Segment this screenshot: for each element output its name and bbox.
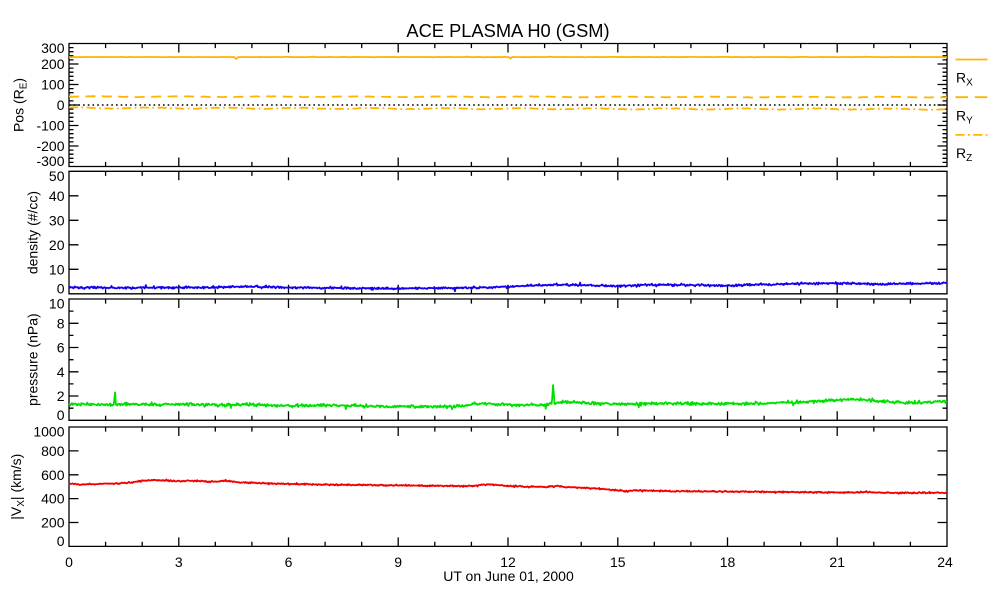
svg-text:50: 50	[49, 168, 65, 184]
svg-text:9: 9	[394, 554, 402, 570]
svg-text:-100: -100	[36, 118, 64, 134]
svg-text:200: 200	[41, 56, 65, 72]
svg-text:21: 21	[829, 554, 845, 570]
svg-text:1000: 1000	[33, 424, 64, 440]
svg-text:4: 4	[57, 364, 65, 380]
svg-text:10: 10	[49, 261, 65, 277]
svg-text:400: 400	[41, 491, 65, 507]
svg-text:30: 30	[49, 212, 65, 228]
svg-text:UT on June 01, 2000: UT on June 01, 2000	[443, 568, 574, 584]
svg-text:40: 40	[49, 188, 65, 204]
svg-text:Pos (RE): Pos (RE)	[11, 78, 30, 132]
svg-text:ACE PLASMA H0 (GSM): ACE PLASMA H0 (GSM)	[406, 20, 609, 41]
svg-text:200: 200	[41, 515, 65, 531]
svg-text:0: 0	[57, 533, 65, 549]
svg-text:100: 100	[41, 77, 65, 93]
svg-text:6: 6	[57, 340, 65, 356]
svg-text:300: 300	[41, 40, 65, 56]
svg-text:20: 20	[49, 237, 65, 253]
svg-text:0: 0	[57, 407, 65, 423]
svg-text:18: 18	[720, 554, 736, 570]
svg-text:6: 6	[285, 554, 293, 570]
svg-text:10: 10	[49, 296, 65, 312]
svg-text:-200: -200	[36, 138, 64, 154]
svg-text:0: 0	[57, 280, 65, 296]
svg-text:-300: -300	[36, 153, 64, 169]
svg-text:0: 0	[65, 554, 73, 570]
svg-text:3: 3	[175, 554, 183, 570]
svg-text:800: 800	[41, 443, 65, 459]
svg-text:24: 24	[937, 554, 953, 570]
svg-text:8: 8	[57, 315, 65, 331]
svg-text:density (#/cc): density (#/cc)	[25, 191, 41, 274]
svg-text:2: 2	[57, 388, 65, 404]
svg-text:pressure (nPa): pressure (nPa)	[25, 313, 41, 406]
svg-text:600: 600	[41, 467, 65, 483]
svg-text:15: 15	[610, 554, 626, 570]
svg-text:0: 0	[57, 97, 65, 113]
svg-text:12: 12	[500, 554, 516, 570]
